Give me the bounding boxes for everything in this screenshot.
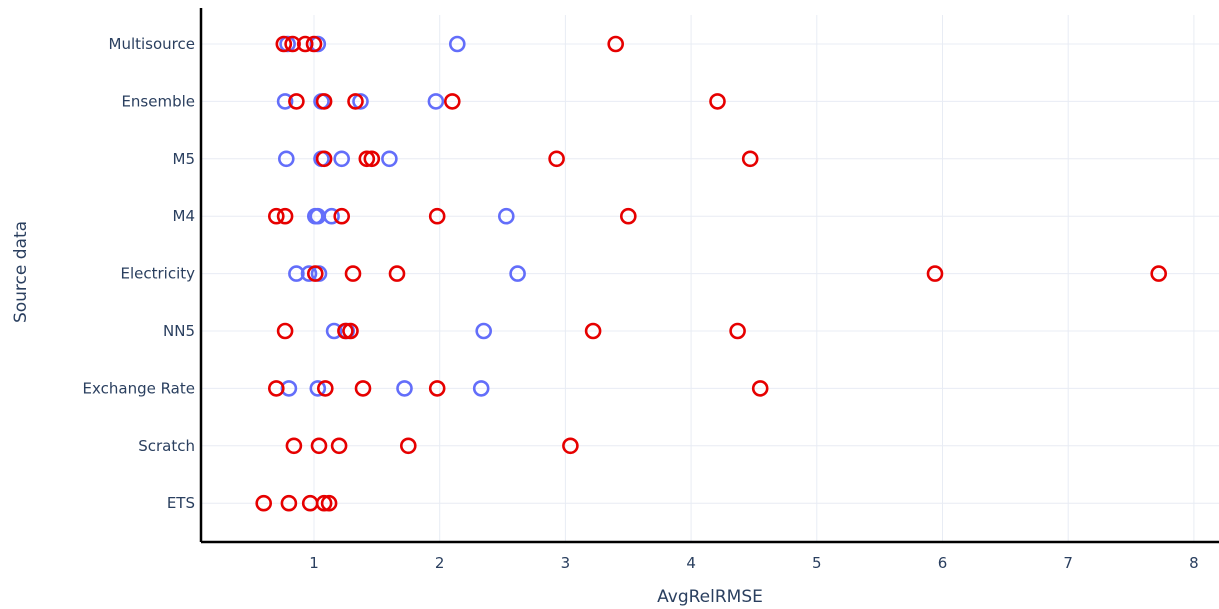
data-point <box>354 380 372 397</box>
data-point <box>310 437 328 455</box>
data-point <box>344 265 362 282</box>
x-tick-label: 7 <box>1063 554 1073 572</box>
y-tick-label: NN5 <box>163 322 195 340</box>
data-point <box>337 322 354 340</box>
data-point <box>448 35 466 53</box>
data-point <box>288 265 305 282</box>
data-point <box>709 93 726 110</box>
data-point <box>1150 265 1167 282</box>
data-points <box>255 35 1167 512</box>
data-point <box>280 494 298 512</box>
data-point <box>607 35 625 53</box>
data-point <box>399 437 417 455</box>
data-point <box>320 494 338 512</box>
data-point <box>443 93 461 110</box>
data-point <box>276 93 294 110</box>
data-point <box>255 494 273 512</box>
y-tick-label: Exchange Rate <box>83 379 195 397</box>
data-point <box>428 380 446 397</box>
data-point <box>315 150 333 168</box>
tick-labels: 1 2 3 4 5 6 7 8 ETS Scratch Exchange Rate NN5 Electr… <box>83 35 1199 572</box>
x-axis-title: AvgRelRMSE <box>657 587 763 607</box>
data-point <box>475 322 493 340</box>
data-point <box>347 93 364 110</box>
y-tick-label: Scratch <box>138 437 195 455</box>
data-point <box>280 380 298 397</box>
y-tick-label: Multisource <box>109 35 195 53</box>
x-tick-label: 6 <box>938 554 948 572</box>
data-point <box>315 93 333 110</box>
data-point <box>584 322 602 340</box>
data-point <box>619 207 637 225</box>
x-tick-label: 1 <box>309 554 319 572</box>
data-point <box>267 207 285 225</box>
data-point <box>926 265 944 282</box>
data-point <box>509 265 526 282</box>
data-point <box>296 35 314 53</box>
x-tick-label: 2 <box>435 554 445 572</box>
data-point <box>497 207 515 225</box>
data-point <box>323 207 340 225</box>
data-point <box>309 380 327 397</box>
y-tick-label: Electricity <box>120 265 195 283</box>
data-point <box>388 265 406 282</box>
data-point <box>381 150 398 168</box>
data-point <box>277 150 295 168</box>
data-point <box>342 322 359 340</box>
data-point <box>284 35 301 53</box>
data-point <box>305 35 323 53</box>
data-point <box>330 437 348 455</box>
data-point <box>276 207 294 225</box>
x-tick-label: 4 <box>686 554 696 572</box>
axes <box>199 8 1219 544</box>
data-point <box>315 494 333 512</box>
x-tick-label: 8 <box>1189 554 1199 572</box>
data-point <box>275 35 293 53</box>
y-tick-label: M4 <box>173 207 196 225</box>
y-tick-label: Ensemble <box>121 92 195 110</box>
data-point <box>358 150 376 168</box>
series-red <box>255 35 1167 512</box>
x-tick-label: 5 <box>812 554 822 572</box>
data-point <box>267 380 285 397</box>
data-point <box>548 150 565 168</box>
data-point <box>300 265 318 282</box>
data-point <box>741 150 759 168</box>
data-point <box>352 93 369 110</box>
y-tick-label: M5 <box>173 150 196 168</box>
data-point <box>472 380 490 397</box>
x-tick-label: 3 <box>561 554 571 572</box>
data-point <box>428 207 446 225</box>
data-point <box>363 150 381 168</box>
data-point <box>325 322 343 340</box>
data-point <box>396 380 413 397</box>
data-point <box>276 322 294 340</box>
data-point <box>288 93 305 110</box>
data-point <box>285 437 303 455</box>
data-point <box>333 207 351 225</box>
data-point <box>333 150 351 168</box>
data-point <box>751 380 769 397</box>
data-point <box>427 93 445 110</box>
data-point <box>562 437 579 455</box>
data-point <box>306 265 324 282</box>
y-tick-label: ETS <box>167 494 195 512</box>
data-point <box>316 380 334 397</box>
data-point <box>729 322 746 340</box>
y-axis-title: Source data <box>11 221 31 323</box>
